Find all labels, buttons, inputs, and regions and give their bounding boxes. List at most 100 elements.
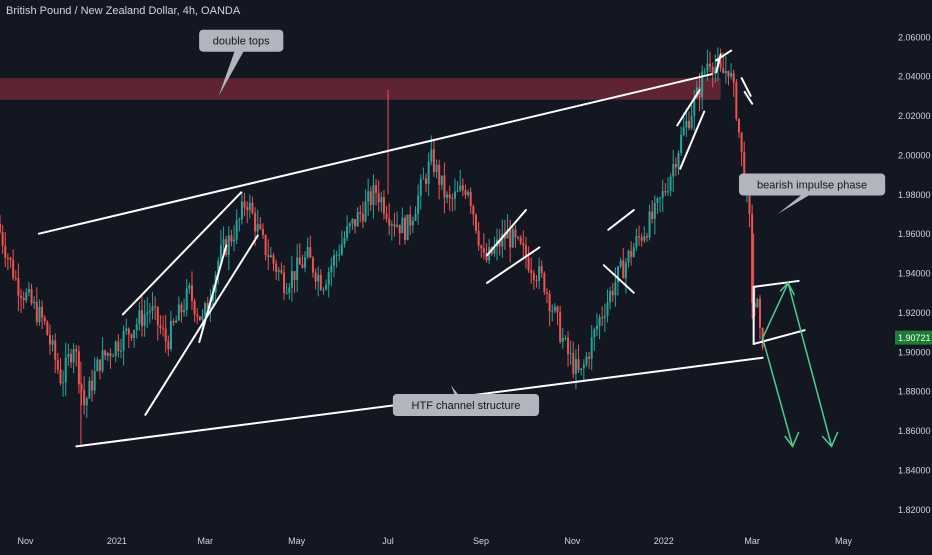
candle-body (114, 341, 117, 356)
candle-body (719, 60, 722, 69)
candle-body (532, 273, 535, 281)
candle-body (390, 224, 393, 226)
candle-body (138, 310, 141, 325)
candle-body (414, 214, 417, 221)
candle-body (453, 191, 456, 199)
candle-body (666, 191, 669, 193)
candle-body (425, 178, 428, 184)
candle-body (143, 314, 146, 327)
candle-body (0, 223, 1, 233)
candle-body (256, 224, 259, 232)
candle-body (41, 306, 44, 318)
candle-body (616, 266, 619, 283)
candle-body (582, 364, 585, 369)
candle-body (198, 316, 201, 321)
candle-body (624, 262, 627, 279)
candle-body (703, 71, 706, 73)
candle-body (561, 337, 564, 342)
candle-body (12, 259, 15, 278)
callout-text: bearish impulse phase (757, 179, 867, 191)
candle-body (648, 211, 651, 238)
callout-tail (218, 46, 247, 96)
candle-body (698, 87, 701, 98)
candle-body (417, 195, 420, 215)
candle-body (240, 201, 243, 220)
candle-body (611, 290, 614, 296)
candle-body (630, 250, 633, 257)
candle-body (740, 132, 743, 153)
candle-body (30, 289, 33, 304)
candle-body (122, 330, 125, 351)
candle-body (388, 218, 391, 226)
candle-body (603, 315, 606, 318)
candle-body (614, 282, 617, 296)
candle-body (14, 277, 17, 279)
candle-body (343, 237, 346, 245)
candle-body (309, 246, 312, 258)
candle-body (451, 197, 454, 199)
candle-body (548, 293, 551, 312)
candle-body (83, 389, 86, 406)
callout-box (738, 173, 886, 196)
candle-body (432, 149, 435, 173)
candle-body (277, 270, 280, 272)
trendline (743, 90, 754, 105)
trendline (740, 77, 752, 97)
candle-body (556, 306, 559, 313)
candle-body (96, 359, 99, 372)
candle-body (540, 266, 543, 274)
candle-body (632, 247, 635, 257)
candle-body (348, 223, 351, 227)
y-tick-label: 1.84000 (898, 465, 931, 475)
callout-text: double tops (213, 36, 270, 48)
candle-body (127, 328, 130, 335)
candle-body (446, 194, 449, 198)
candle-body (369, 191, 372, 205)
candle-body (317, 274, 320, 282)
candle-body (27, 289, 30, 293)
candle-body (674, 164, 677, 168)
x-tick-label: 2021 (107, 536, 127, 546)
candle-body (159, 325, 162, 328)
candle-body (714, 67, 717, 74)
candle-body (259, 224, 262, 229)
candle-body (17, 278, 20, 296)
y-tick-label: 1.92000 (898, 308, 931, 318)
candle-body (283, 272, 286, 293)
last-price-badge (895, 330, 932, 345)
candle-body (235, 220, 238, 240)
candle-body (553, 306, 556, 311)
candle-body (367, 191, 370, 202)
candle-body (627, 250, 630, 263)
candle-body (693, 97, 696, 116)
candle-body (585, 356, 588, 365)
candle-body (664, 191, 667, 193)
x-tick-label: Jul (382, 536, 394, 546)
candle-body (238, 219, 241, 221)
candle-body (485, 253, 488, 261)
candle-body (543, 273, 546, 293)
candle-body (298, 257, 301, 265)
candle-body (1, 232, 4, 246)
candle-body (430, 149, 433, 162)
candle-body (133, 330, 136, 339)
projection-arrowhead (779, 281, 795, 296)
candle-body (609, 290, 612, 303)
candle-body (91, 380, 94, 391)
last-price-label: 1.90721 (898, 333, 931, 343)
candle-body (151, 306, 154, 311)
trendline (679, 110, 706, 170)
candle-body (364, 201, 367, 222)
candle-body (62, 382, 65, 384)
candle-body (130, 334, 133, 339)
projection-arrowhead (821, 431, 839, 448)
candle-body (293, 271, 296, 280)
candle-body (411, 220, 414, 226)
candle-body (306, 246, 309, 258)
candle-body (685, 120, 688, 128)
candle-body (753, 303, 756, 308)
candle-body (732, 73, 735, 83)
y-tick-label: 1.94000 (898, 269, 931, 279)
